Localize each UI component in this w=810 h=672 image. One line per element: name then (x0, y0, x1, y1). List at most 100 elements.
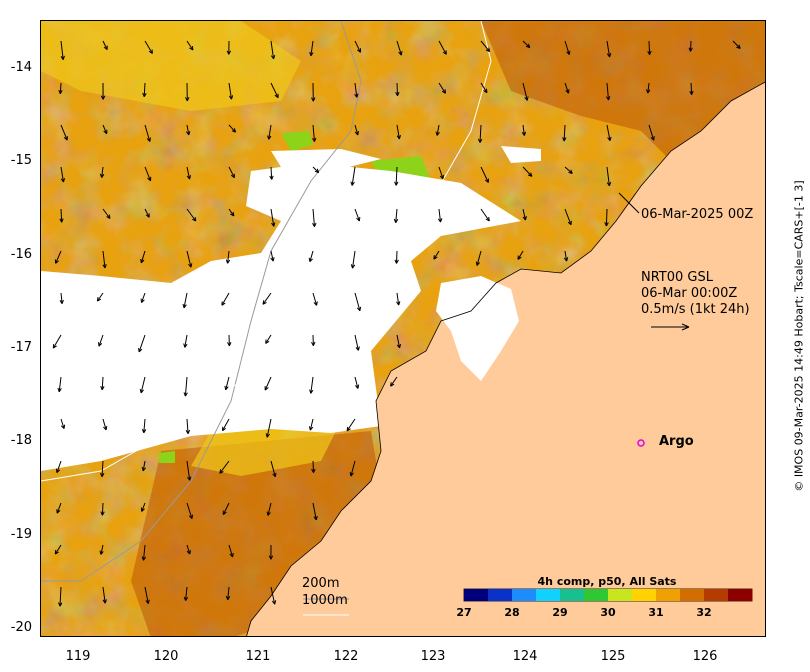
current-vector-head (60, 178, 66, 183)
current-vector-head (58, 602, 63, 607)
cloud-gap (41, 163, 521, 471)
current-vector-head (483, 88, 488, 94)
current-vector (102, 208, 111, 219)
current-vector (228, 544, 234, 558)
current-vector-head (350, 181, 355, 186)
current-vector-head (56, 509, 61, 514)
current-vector (354, 208, 360, 222)
current-vector-head (349, 472, 354, 477)
current-vector (433, 250, 440, 260)
current-vector (396, 124, 400, 140)
current-vector (144, 586, 149, 604)
current-vector (221, 292, 230, 306)
current-vector-head (58, 89, 63, 95)
current-vector (480, 166, 489, 183)
current-vector (480, 82, 488, 93)
current-vector-head (141, 466, 146, 472)
current-vector (102, 250, 106, 269)
current-vector-head (264, 386, 269, 391)
current-vector (184, 376, 188, 397)
current-vector-head (99, 550, 104, 555)
current-vector (396, 250, 398, 264)
current-vector-head (313, 301, 318, 306)
current-vector (270, 82, 279, 98)
isobath-1000m (41, 21, 492, 482)
current-vector (354, 124, 359, 136)
current-vector (144, 208, 150, 218)
current-vector-head (650, 136, 655, 141)
current-vector (270, 40, 275, 59)
current-vector-head (475, 261, 480, 266)
colorbar-cell (584, 589, 609, 601)
current-vector-head (60, 424, 66, 429)
current-vector-head (182, 303, 187, 309)
current-vector (144, 166, 151, 181)
current-vector-head (148, 49, 153, 54)
current-vector-head (312, 137, 317, 142)
current-vector-head (270, 257, 275, 262)
argo-label[interactable]: Argo (659, 434, 694, 449)
current-vector (270, 460, 276, 477)
current-vector-head (390, 382, 395, 387)
current-vector-head (63, 136, 68, 141)
current-vector-head (99, 173, 105, 178)
colorbar-gradient (464, 589, 753, 601)
current-vector-head (736, 44, 741, 49)
x-tick-label: 126 (692, 649, 718, 664)
current-vector (309, 418, 314, 431)
current-vector (228, 82, 232, 100)
current-vector-head (647, 50, 652, 55)
current-time-label: 06-Mar 00:00Z (641, 286, 738, 301)
current-vector-head (147, 176, 152, 182)
current-vector-head (567, 220, 572, 226)
current-vector-head (442, 50, 447, 55)
current-vector-head (311, 97, 316, 102)
current-vector-head (183, 343, 188, 348)
current-vector-head (102, 599, 107, 604)
current-vector (312, 460, 314, 473)
current-vector (270, 208, 275, 227)
current-vector-head (60, 55, 65, 60)
current-vector (438, 82, 446, 94)
current-vector (606, 40, 611, 58)
current-vector-head (477, 138, 483, 143)
current-vector (55, 250, 62, 264)
current-vector (354, 82, 358, 98)
current-vector-head (100, 95, 106, 100)
current-vector (266, 418, 272, 438)
current-vector (60, 40, 64, 60)
current-vector (564, 250, 568, 262)
current-vector-head (308, 426, 314, 431)
current-vector-head (313, 515, 318, 521)
current-vector-head (100, 386, 105, 391)
current-vector-head (521, 131, 527, 136)
current-vector (138, 334, 146, 353)
colorbar-tick: 29 (552, 606, 568, 619)
current-vector-head (54, 259, 59, 264)
current-vector (312, 124, 315, 142)
current-vector-head (396, 343, 402, 349)
x-tick-label: 122 (333, 649, 359, 664)
current-vector-head (394, 259, 399, 264)
sst-map[interactable] (40, 20, 766, 637)
current-vector-head (140, 507, 145, 512)
current-vector-head (394, 181, 399, 186)
current-vector (480, 40, 490, 52)
current-vector (101, 502, 104, 516)
current-vector-head (269, 175, 274, 180)
current-vector (522, 166, 533, 177)
current-vector-head (528, 172, 533, 177)
current-vector (351, 166, 356, 186)
current-vector-head (188, 514, 194, 519)
current-vector-head (231, 128, 237, 133)
x-tick-label: 125 (600, 649, 626, 664)
current-vector (186, 544, 191, 555)
current-vector (436, 124, 440, 136)
current-vector (142, 460, 146, 471)
current-vector (228, 166, 235, 178)
current-vector-head (183, 392, 188, 397)
current-vector (396, 82, 398, 96)
current-vector-head (267, 135, 272, 140)
argo-marker-icon (637, 439, 645, 447)
current-vector-head (272, 472, 277, 478)
